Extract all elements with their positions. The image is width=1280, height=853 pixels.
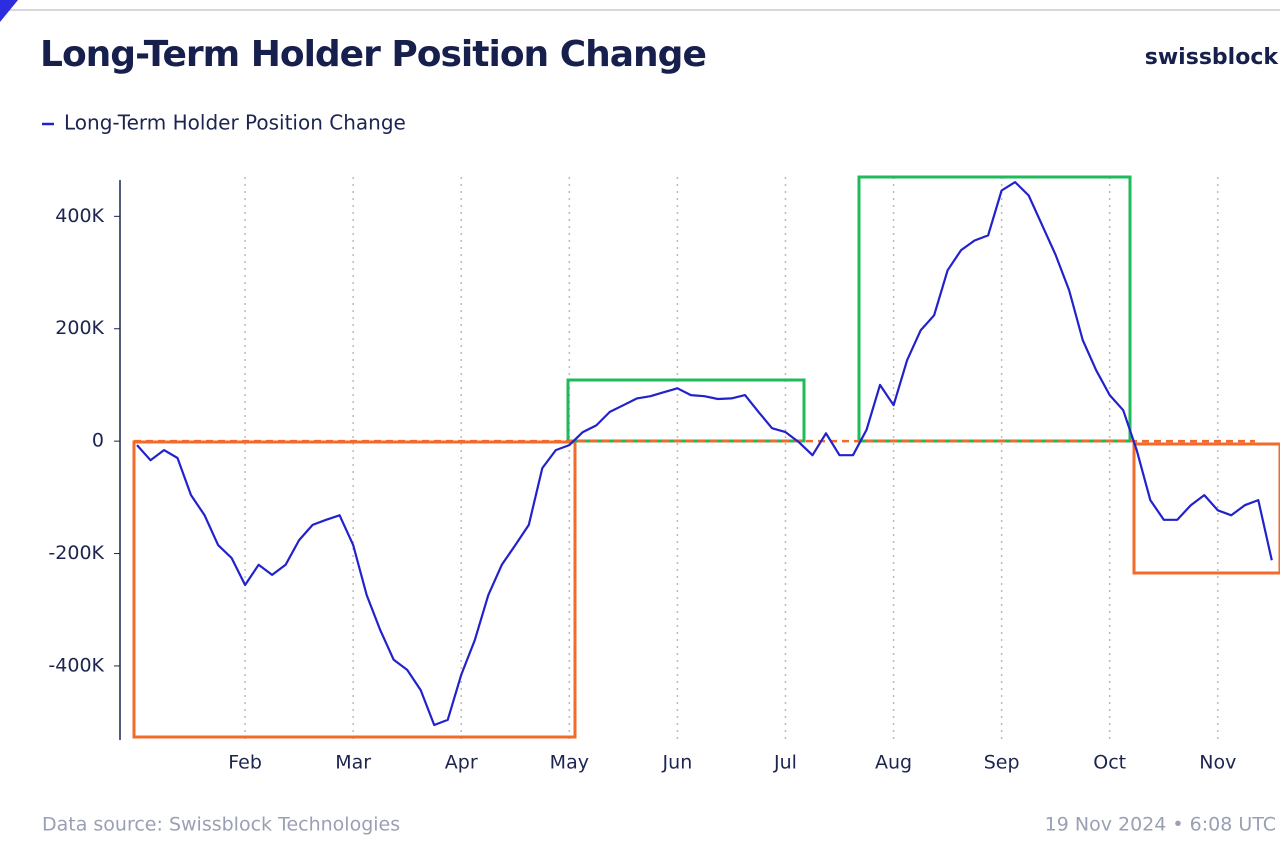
y-tick-label: -400K bbox=[48, 654, 104, 676]
x-tick-label: Feb bbox=[228, 752, 262, 774]
x-tick-label: May bbox=[550, 752, 589, 774]
x-tick-label: Oct bbox=[1093, 752, 1126, 774]
x-tick-label: Mar bbox=[335, 752, 371, 774]
x-tick-label: Jul bbox=[773, 752, 797, 774]
x-tick-label: Apr bbox=[445, 752, 478, 774]
y-tick-label: 200K bbox=[55, 317, 104, 339]
timestamp: 19 Nov 2024 • 6:08 UTC bbox=[1045, 814, 1276, 836]
legend-label: Long-Term Holder Position Change bbox=[64, 111, 406, 135]
highlight-boxes bbox=[132, 175, 1280, 739]
chart-title: Long-Term Holder Position Change bbox=[40, 34, 706, 75]
y-tick-label: -200K bbox=[48, 542, 104, 564]
highlight-box bbox=[566, 378, 806, 443]
x-tick-label: Jun bbox=[662, 752, 693, 774]
highlight-box bbox=[132, 440, 577, 739]
highlight-box bbox=[1132, 442, 1280, 575]
highlight-box bbox=[857, 175, 1132, 443]
x-tick-label: Aug bbox=[875, 752, 912, 774]
data-line bbox=[136, 181, 1273, 727]
y-tick-label: 0 bbox=[92, 430, 104, 452]
brand-logo: swissblock bbox=[1145, 45, 1280, 70]
source-note: Data source: Swissblock Technologies bbox=[42, 814, 400, 836]
x-tick-label: Nov bbox=[1199, 752, 1236, 774]
x-tick-label: Sep bbox=[984, 752, 1020, 774]
y-tick-label: 400K bbox=[55, 205, 104, 227]
grid bbox=[244, 177, 1219, 739]
corner-mark bbox=[0, 0, 18, 22]
